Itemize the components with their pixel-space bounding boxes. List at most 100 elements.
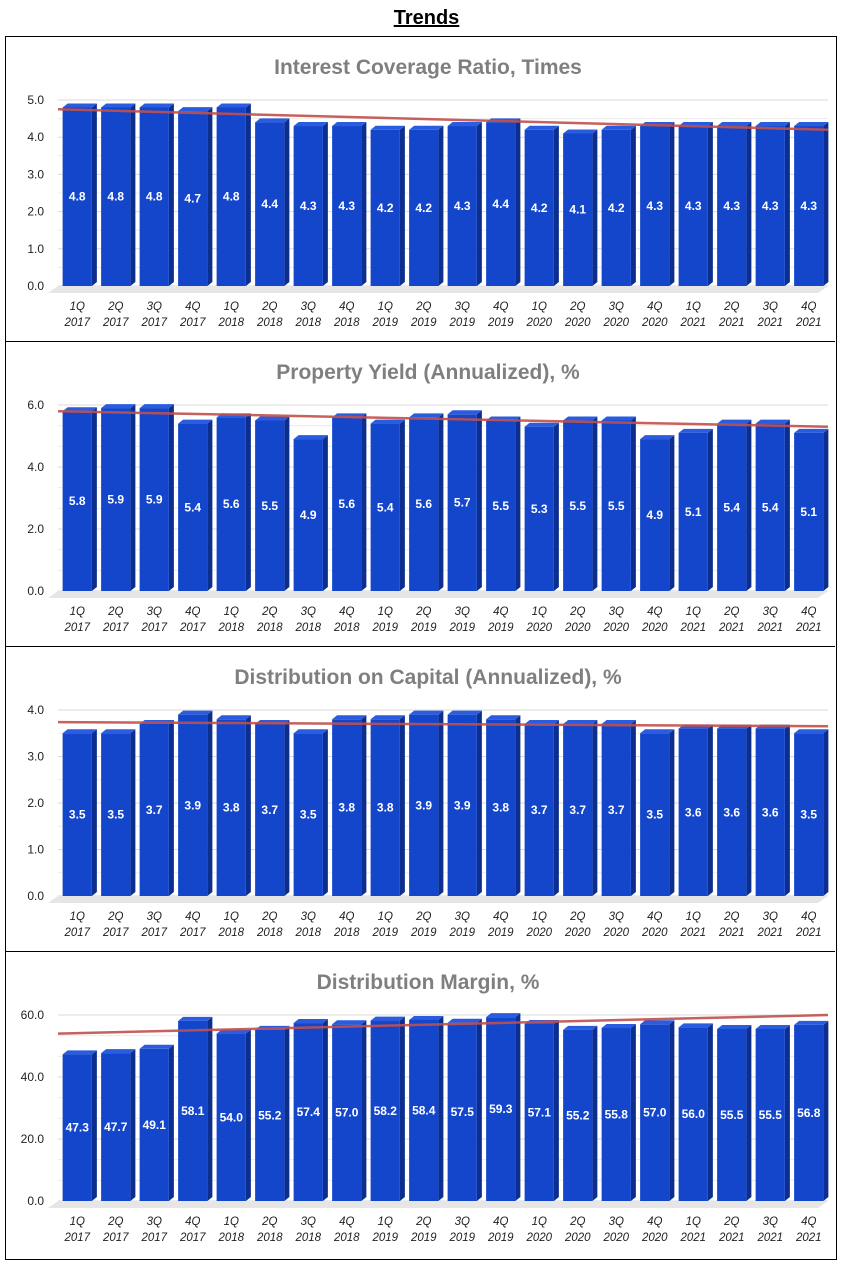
x-tick-label-year: 2017: [63, 927, 90, 939]
x-tick-label-year: 2019: [487, 1232, 514, 1244]
bar: [101, 404, 136, 591]
bar-side: [168, 103, 174, 286]
x-tick-label-quarter: 1Q: [70, 1216, 85, 1228]
bar-top: [178, 107, 213, 112]
bar-front: [678, 728, 708, 896]
bar-value-label: 3.9: [184, 798, 201, 812]
x-tick-label-year: 2020: [602, 622, 629, 634]
bar-side: [553, 422, 559, 591]
bar-front: [717, 126, 747, 286]
bar-side: [476, 122, 482, 286]
x-tick-label-quarter: 3Q: [301, 911, 316, 923]
bar-side: [823, 428, 829, 591]
bar-value-label: 57.4: [297, 1105, 321, 1119]
bar-front: [101, 733, 131, 896]
x-tick-label-quarter: 2Q: [723, 1216, 739, 1228]
y-tick-label: 0.0: [27, 889, 44, 903]
bar-value-label: 3.9: [454, 798, 471, 812]
x-tick-label-quarter: 3Q: [147, 606, 162, 618]
bar-front: [255, 1029, 285, 1201]
property-yield-chart: Property Yield (Annualized), % 0.0 2.0 4.0 6…: [27, 361, 829, 634]
bar-top: [370, 715, 405, 720]
bar-value-label: 49.1: [143, 1118, 167, 1132]
bar-front: [409, 129, 439, 286]
bar-front: [563, 420, 593, 591]
interest-coverage-chart: Interest Coverage Ratio, Times 0.0 1.0 2.0 3…: [27, 56, 829, 329]
x-tick-label-quarter: 2Q: [415, 606, 431, 618]
x-tick-label-quarter: 3Q: [455, 911, 470, 923]
bar-side: [784, 122, 790, 286]
x-tick-label-quarter: 2Q: [569, 301, 585, 313]
bar-front: [370, 129, 400, 286]
y-tick-label: 0.0: [27, 1194, 44, 1208]
x-tick-label-year: 2020: [525, 1232, 552, 1244]
bar-front: [678, 1027, 708, 1201]
bar-value-label: 4.9: [646, 508, 663, 522]
y-tick-label: 2.0: [27, 522, 44, 536]
bar-front: [409, 714, 439, 896]
bar-value-label: 4.3: [762, 199, 779, 213]
x-tick-label-year: 2020: [564, 317, 591, 329]
bar: [178, 1016, 213, 1201]
x-tick-label-year: 2019: [371, 317, 398, 329]
bar: [216, 103, 251, 286]
y-tick-label: 4.0: [27, 460, 44, 474]
bar-value-label: 4.3: [685, 199, 702, 213]
bar-top: [563, 416, 598, 421]
bar: [409, 125, 444, 286]
x-tick-label-quarter: 3Q: [301, 1216, 316, 1228]
x-tick-label-quarter: 3Q: [609, 606, 624, 618]
bar: [640, 122, 675, 286]
chart-panel-interest-coverage: Interest Coverage Ratio, Times 0.0 1.0 2.0 3…: [6, 36, 835, 342]
charts-frame: [5, 36, 837, 1260]
bar-front: [255, 723, 285, 896]
x-tick-label-quarter: 1Q: [686, 606, 701, 618]
bar-front: [62, 733, 92, 896]
bar: [717, 724, 752, 896]
x-tick-label-quarter: 2Q: [569, 911, 585, 923]
bar-value-label: 3.5: [107, 808, 124, 822]
bar-top: [640, 435, 675, 440]
bar-front: [216, 107, 246, 286]
bar-top: [293, 122, 328, 127]
x-tick-label-year: 2020: [564, 1232, 591, 1244]
bar-side: [284, 719, 290, 896]
bar-front: [447, 1022, 477, 1201]
bar-value-label: 5.8: [69, 494, 86, 508]
bar-side: [322, 729, 328, 896]
x-tick-label-quarter: 3Q: [609, 301, 624, 313]
chart-floor: [48, 286, 828, 293]
x-tick-label-year: 2021: [679, 927, 706, 939]
x-tick-label-year: 2017: [179, 1232, 206, 1244]
bar: [755, 419, 790, 591]
bar: [601, 125, 636, 286]
y-tick-label: 2.0: [27, 205, 44, 219]
x-tick-label-quarter: 4Q: [339, 911, 354, 923]
bar-top: [447, 410, 482, 415]
x-tick-label-year: 2021: [756, 927, 783, 939]
bar-top: [293, 729, 328, 734]
x-tick-label-quarter: 4Q: [647, 301, 662, 313]
x-tick-label-quarter: 4Q: [493, 301, 508, 313]
x-tick-label-quarter: 1Q: [532, 301, 547, 313]
bar-top: [640, 729, 675, 734]
bar: [794, 428, 829, 591]
bar-value-label: 55.8: [605, 1108, 629, 1122]
bar-side: [284, 416, 290, 591]
bar-side: [130, 404, 136, 591]
x-tick-label-year: 2019: [371, 927, 398, 939]
bar-side: [476, 1018, 482, 1201]
bar: [216, 1029, 251, 1201]
bar-value-label: 4.8: [69, 190, 86, 204]
x-tick-label-year: 2019: [448, 1232, 475, 1244]
x-tick-label-year: 2021: [756, 1232, 783, 1244]
x-tick-label-year: 2017: [179, 622, 206, 634]
bar-top: [139, 404, 174, 409]
bar-front: [794, 432, 824, 591]
bar-side: [245, 715, 251, 896]
x-tick-label-quarter: 1Q: [686, 301, 701, 313]
bar: [563, 416, 598, 591]
bar: [717, 122, 752, 286]
bar-side: [746, 724, 752, 896]
bar-front: [139, 723, 169, 896]
